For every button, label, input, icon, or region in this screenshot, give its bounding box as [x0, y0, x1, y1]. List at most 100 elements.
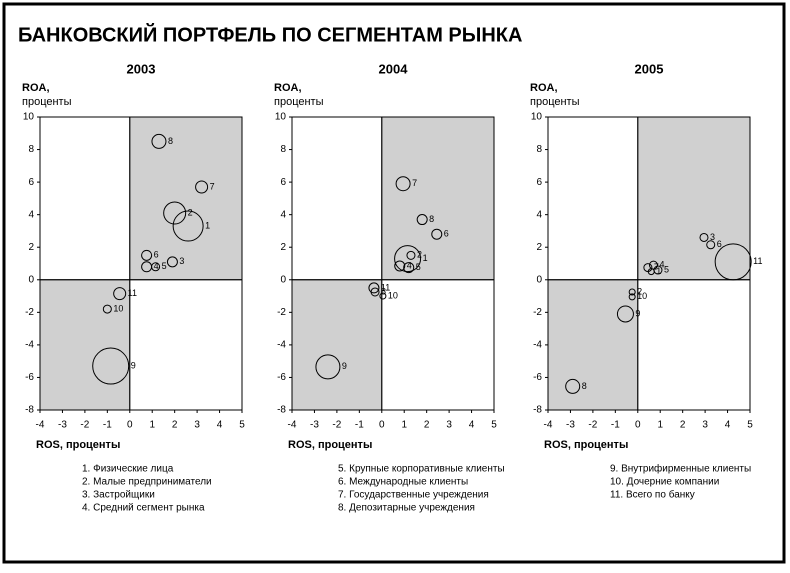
x-tick-label: -1 [611, 420, 620, 431]
bubble [113, 287, 127, 301]
bubble-label: 5 [664, 264, 669, 274]
x-tick-label: 4 [217, 420, 223, 431]
y-tick-label: -4 [533, 340, 542, 351]
x-tick-label: 3 [702, 420, 708, 431]
y-tick-label: -2 [277, 307, 286, 318]
y-tick-label: 2 [536, 242, 542, 253]
x-tick-label: -2 [80, 420, 89, 431]
y-tick-label: 8 [536, 144, 542, 155]
y-tick-label: -6 [533, 372, 542, 383]
bubble [92, 347, 130, 385]
x-tick-label: 0 [127, 420, 133, 431]
bubble-label: 8 [381, 286, 386, 296]
plot-frame [547, 116, 751, 411]
frame [2, 2, 786, 564]
y-tick-label: 6 [280, 177, 286, 188]
y-tick-label: 6 [28, 177, 34, 188]
chart-title: 2005 [635, 61, 664, 76]
x-tick-label: -2 [332, 420, 341, 431]
bubble-label: 8 [429, 214, 434, 224]
y-tick-label: 0 [536, 274, 542, 285]
bubble-label: 2 [637, 286, 642, 296]
x-tick-label: 0 [379, 420, 385, 431]
x-tick-label: -4 [288, 420, 297, 431]
y-tick-label: 4 [28, 209, 34, 220]
bubble-label: 6 [717, 239, 722, 249]
bubble [628, 293, 636, 301]
y-tick-label: 8 [28, 144, 34, 155]
x-tick-label: 3 [446, 420, 452, 431]
bubble-label: 3 [710, 232, 715, 242]
x-tick-label: 1 [657, 420, 663, 431]
bubble [394, 260, 406, 272]
quadrant-shade [548, 279, 638, 410]
x-tick-label: -1 [355, 420, 364, 431]
x-axis-label: ROS, проценты [36, 439, 120, 451]
x-tick-label: -3 [58, 420, 67, 431]
legend-item: 5. Крупные корпоративные клиенты [338, 464, 505, 475]
y-tick-label: 2 [28, 242, 34, 253]
bubble-label: 1 [656, 266, 661, 276]
page-title: БАНКОВСКИЙ ПОРТФЕЛЬ ПО СЕГМЕНТАМ РЫНКА [18, 22, 522, 46]
y-tick-label: 6 [536, 177, 542, 188]
y-tick-label: -6 [277, 372, 286, 383]
x-tick-label: -3 [566, 420, 575, 431]
y-tick-label: -8 [25, 405, 34, 416]
bubble [368, 282, 380, 294]
legend-item: 4. Средний сегмент рынка [82, 503, 205, 514]
quadrant-shade [292, 279, 382, 410]
bubble-label: 1 [205, 220, 210, 230]
x-tick-label: 2 [680, 420, 686, 431]
bubble-label: 11 [128, 288, 137, 298]
y-tick-label: 2 [280, 242, 286, 253]
bubble-label: 4 [154, 261, 159, 271]
bubble-label: 6 [444, 229, 449, 239]
x-tick-label: 5 [239, 420, 245, 431]
bubble-label: 7 [412, 178, 417, 188]
y-tick-label: -4 [277, 340, 286, 351]
quadrant-shade [381, 117, 494, 280]
bubble-label: 11 [381, 282, 390, 292]
bubble-label: 10 [113, 303, 123, 313]
y-tick-label: 0 [28, 274, 34, 285]
x-tick-label: -3 [310, 420, 319, 431]
y-tick-label: 4 [536, 209, 542, 220]
plot-frame [291, 116, 495, 411]
bubble [370, 287, 380, 297]
bubble-label: 8 [168, 136, 173, 146]
x-axis-label: ROS, проценты [544, 439, 628, 451]
y-tick-label: -8 [533, 405, 542, 416]
bubble-label: 3 [179, 256, 184, 266]
y-axis-label: ROA, [530, 82, 558, 94]
y-tick-label: 10 [275, 112, 287, 123]
y-tick-label: -2 [533, 307, 542, 318]
bubble-label: 11 [753, 256, 762, 266]
x-tick-label: -4 [36, 420, 45, 431]
y-tick-label: -2 [25, 307, 34, 318]
legend-item: 11. Всего по банку [610, 489, 695, 501]
plot-frame [39, 116, 243, 411]
chart-title: 2004 [379, 61, 409, 76]
bubble [699, 232, 709, 242]
bubble [166, 256, 178, 268]
bubble [379, 292, 387, 300]
bubble-label: 5 [416, 262, 421, 272]
legend-item: 2. Малые предприниматели [82, 477, 212, 488]
y-axis-label: проценты [22, 96, 72, 108]
bubble [151, 262, 161, 272]
bubble-label: 9 [342, 361, 347, 371]
x-tick-label: 4 [725, 420, 731, 431]
bubble [706, 240, 716, 250]
x-tick-label: 1 [149, 420, 155, 431]
x-tick-label: 0 [635, 420, 641, 431]
bubble [141, 249, 153, 261]
x-tick-label: -2 [588, 420, 597, 431]
bubble-label: 9 [131, 360, 136, 370]
y-tick-label: 0 [280, 274, 286, 285]
bubble [416, 214, 428, 226]
legend-item: 7. Государственные учреждения [338, 490, 489, 501]
bubble-label: 10 [388, 290, 398, 300]
bubble [395, 176, 411, 192]
bubble-label: 7 [210, 181, 215, 191]
